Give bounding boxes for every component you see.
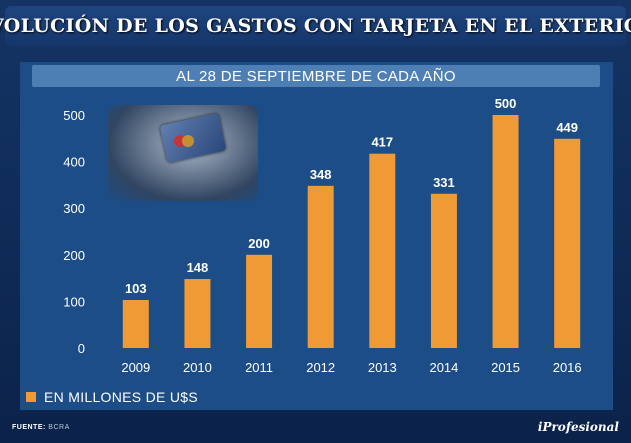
data-label-2013: 417 xyxy=(371,135,393,150)
y-tick-label: 400 xyxy=(63,155,85,170)
source-value: BCRA xyxy=(48,424,70,431)
x-tick-label-2011: 2011 xyxy=(245,360,273,375)
y-tick-label: 100 xyxy=(63,294,85,309)
data-label-2009: 103 xyxy=(125,281,147,296)
y-tick-label: 500 xyxy=(63,108,85,123)
bar-2014 xyxy=(430,193,457,348)
source-label: FUENTE: xyxy=(12,424,46,431)
chart-subtitle-bar: AL 28 DE SEPTIEMBRE DE CADA AÑO xyxy=(32,65,600,87)
card-logo-circle-yellow xyxy=(182,135,194,147)
x-tick-label-2016: 2016 xyxy=(553,360,582,375)
data-label-2016: 449 xyxy=(556,120,578,135)
bar-2010 xyxy=(184,279,211,348)
bar-2011 xyxy=(246,254,273,348)
data-label-2011: 200 xyxy=(248,236,270,251)
x-tick-label-2012: 2012 xyxy=(306,360,335,375)
bar-2016 xyxy=(554,138,581,348)
x-tick-label-2010: 2010 xyxy=(183,360,212,375)
y-tick-label: 300 xyxy=(63,201,85,216)
x-tick-label-2014: 2014 xyxy=(429,360,458,375)
y-tick-label: 0 xyxy=(78,341,85,356)
x-tick-label-2013: 2013 xyxy=(368,360,397,375)
data-label-2014: 331 xyxy=(433,175,455,190)
bar-2013 xyxy=(369,153,396,348)
data-label-2010: 148 xyxy=(187,260,209,275)
x-tick-label-2009: 2009 xyxy=(121,360,150,375)
data-label-2012: 348 xyxy=(310,167,332,182)
data-label-2015: 500 xyxy=(495,96,517,111)
bar-2012 xyxy=(307,185,334,348)
title-bar: EVOLUCIÓN DE LOS GASTOS CON TARJETA EN E… xyxy=(0,6,631,46)
legend-swatch xyxy=(26,392,36,402)
legend: EN MILLONES DE U$S xyxy=(26,388,198,406)
legend-label: EN MILLONES DE U$S xyxy=(44,389,198,405)
credit-card-illustration xyxy=(108,105,258,201)
brand-logo: iProfesional xyxy=(537,420,619,434)
bar-2009 xyxy=(122,300,149,348)
y-tick-label: 200 xyxy=(63,248,85,263)
source-note: FUENTE: BCRA xyxy=(12,424,70,431)
x-tick-label-2015: 2015 xyxy=(491,360,520,375)
chart-title: AL 28 DE SEPTIEMBRE DE CADA AÑO xyxy=(176,67,456,85)
page-title: EVOLUCIÓN DE LOS GASTOS CON TARJETA EN E… xyxy=(0,15,631,37)
bar-2015 xyxy=(492,115,519,348)
